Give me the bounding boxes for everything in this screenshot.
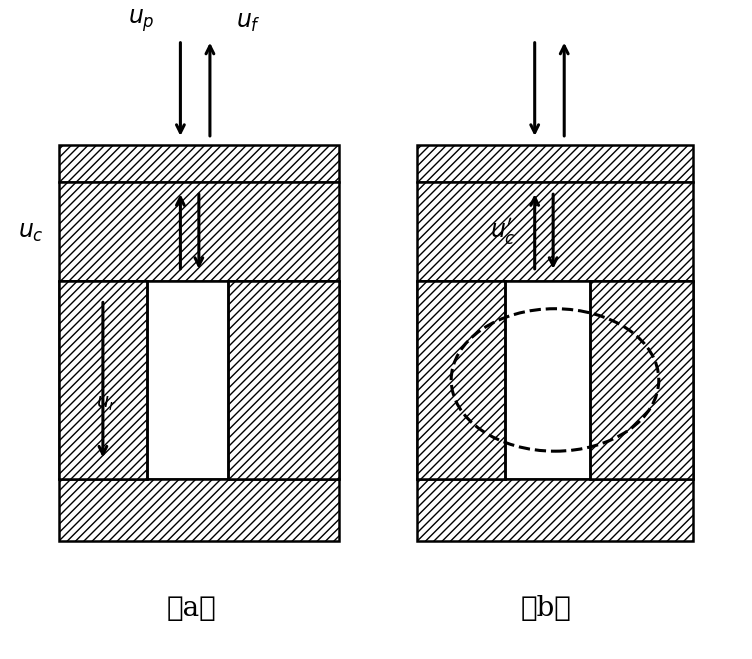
Bar [229,281,339,479]
Bar [417,281,693,479]
Text: $\mathit{u}_c'$: $\mathit{u}_c'$ [490,216,516,247]
Text: $\mathit{u}_f$: $\mathit{u}_f$ [236,10,261,34]
Bar [417,145,693,182]
Text: $\mathit{u}_r$: $\mathit{u}_r$ [96,394,117,413]
Text: （b）: （b） [520,595,572,622]
Bar [59,145,339,182]
Bar [417,479,693,541]
Bar [59,281,339,479]
Bar [59,182,339,281]
Bar [59,281,147,479]
Text: （a）: （a） [167,595,217,622]
Bar [590,281,693,479]
Text: $\mathit{u}_c$: $\mathit{u}_c$ [18,219,44,244]
Bar [59,479,339,541]
Bar [417,281,505,479]
Text: $\mathit{u}_p$: $\mathit{u}_p$ [128,7,155,34]
Bar [417,182,693,281]
